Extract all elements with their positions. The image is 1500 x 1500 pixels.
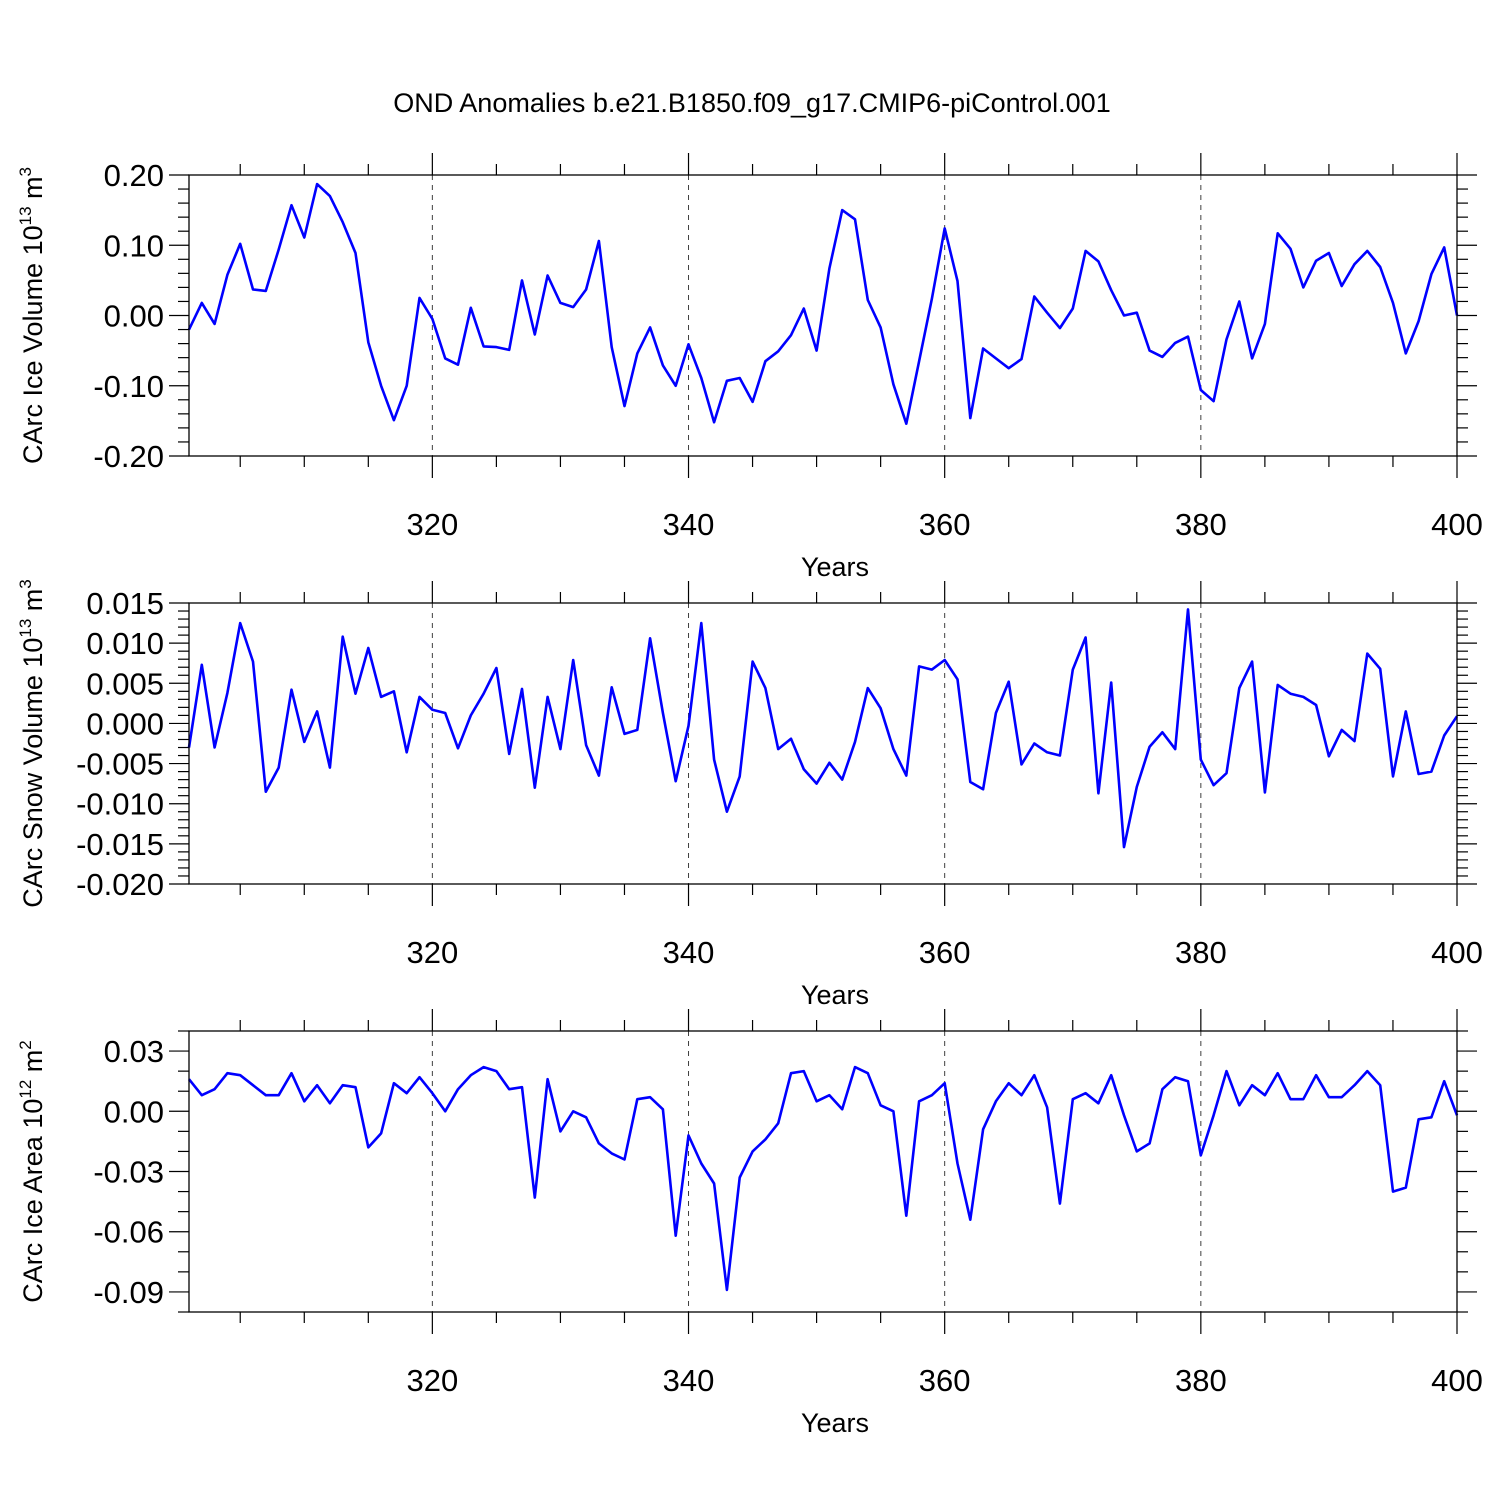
- x-axis-label: Years: [801, 552, 869, 582]
- y-tick-label: -0.10: [93, 369, 164, 404]
- x-tick-label: 360: [919, 1363, 971, 1398]
- y-tick-label: -0.09: [93, 1275, 164, 1310]
- y-tick-label: 0.005: [86, 666, 164, 701]
- chart-panel-2: 320 340 360 380 400 -0.020 -0.015 -0.010 -0.005 0…: [16, 579, 1483, 1010]
- x-tick-label: 360: [919, 935, 971, 970]
- y-tick-label: -0.015: [76, 827, 164, 862]
- y-axis-label-main: CArc Ice Area 10: [18, 1099, 48, 1303]
- y-axis-label-unit-exponent: 2: [16, 1040, 35, 1049]
- y-axis-label-unit-exponent: 3: [16, 167, 35, 176]
- x-tick-label: 340: [663, 507, 715, 542]
- y-tick-label: 0.015: [86, 586, 164, 621]
- y-axis-label: CArc Ice Volume 1013 m3: [16, 167, 48, 464]
- series-line: [187, 1065, 1459, 1292]
- y-tick-label: 0.00: [104, 299, 164, 334]
- x-tick-label: 400: [1431, 507, 1483, 542]
- y-tick-label: -0.20: [93, 439, 164, 474]
- y-tick-label: 0.20: [104, 158, 164, 193]
- chart-panel-1: 320 340 360 380 400 -0.20 -0.10 0.00 0.10 0.20 Yea…: [16, 153, 1483, 582]
- x-tick-label: 320: [406, 1363, 458, 1398]
- series-line: [187, 608, 1459, 849]
- y-axis-label-exponent: 13: [16, 619, 35, 638]
- y-axis-label-unit: m: [18, 589, 48, 619]
- x-tick-label: 380: [1175, 935, 1227, 970]
- x-tick-label: 340: [663, 935, 715, 970]
- x-tick-label: 380: [1175, 507, 1227, 542]
- y-tick-label: -0.010: [76, 787, 164, 822]
- series-line: [187, 182, 1459, 426]
- plot-frame: [188, 174, 1458, 457]
- y-tick-label: 0.000: [86, 706, 164, 741]
- x-tick-label: 400: [1431, 1363, 1483, 1398]
- y-tick-label: 0.010: [86, 626, 164, 661]
- y-axis-label-unit: m: [18, 176, 48, 206]
- y-tick-label: -0.005: [76, 747, 164, 782]
- x-tick-label: 380: [1175, 1363, 1227, 1398]
- chart-panels: 320 340 360 380 400 -0.20 -0.10 0.00 0.10 0.20 Yea…: [16, 153, 1483, 1438]
- x-axis-label: Years: [801, 980, 869, 1010]
- y-tick-label: -0.03: [93, 1155, 164, 1190]
- y-tick-label: -0.020: [76, 867, 164, 902]
- plot-frame: [188, 1030, 1458, 1313]
- y-axis-label-main: CArc Ice Volume 10: [18, 225, 48, 464]
- y-axis-label: CArc Ice Area 1012 m2: [16, 1040, 48, 1303]
- y-axis-label-unit-exponent: 3: [16, 579, 35, 588]
- y-tick-label: 0.00: [104, 1094, 164, 1129]
- x-tick-label: 340: [663, 1363, 715, 1398]
- y-tick-label: -0.06: [93, 1215, 164, 1250]
- y-axis-label-exponent: 12: [16, 1080, 35, 1099]
- y-tick-label: 0.10: [104, 228, 164, 263]
- x-tick-label: 320: [406, 935, 458, 970]
- plot-frame: [188, 602, 1458, 885]
- y-axis-label: CArc Snow Volume 1013 m3: [16, 579, 48, 908]
- y-tick-label: 0.03: [104, 1034, 164, 1069]
- x-axis-label: Years: [801, 1408, 869, 1438]
- chart-panel-3: 320 340 360 380 400 -0.09 -0.06 -0.03 0.00 0.03 Ye…: [16, 1009, 1483, 1438]
- chart-title: OND Anomalies b.e21.B1850.f09_g17.CMIP6-…: [393, 88, 1110, 118]
- x-tick-label: 320: [406, 507, 458, 542]
- y-axis-label-main: CArc Snow Volume 10: [18, 638, 48, 908]
- y-axis-label-exponent: 13: [16, 206, 35, 225]
- x-tick-label: 400: [1431, 935, 1483, 970]
- x-tick-label: 360: [919, 507, 971, 542]
- y-axis-label-unit: m: [18, 1050, 48, 1080]
